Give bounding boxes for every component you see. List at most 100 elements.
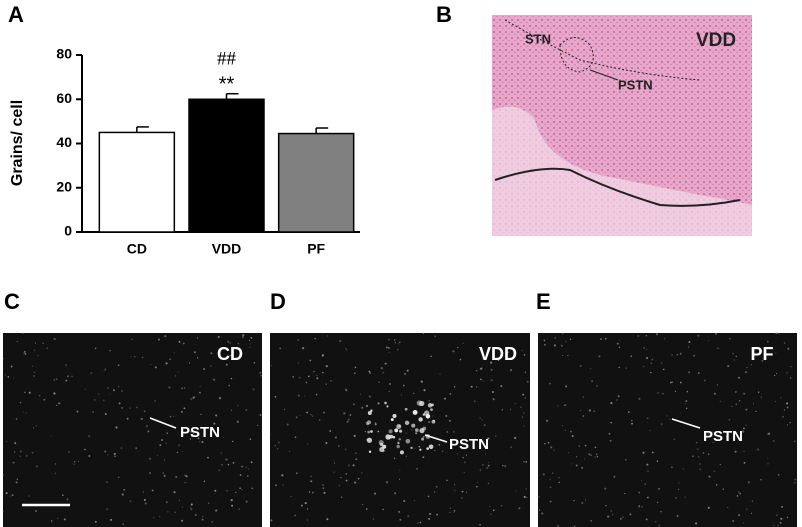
speckle	[184, 482, 186, 484]
speckle	[129, 407, 131, 409]
speckle	[188, 362, 190, 364]
speckle	[382, 508, 384, 511]
speckle	[121, 493, 124, 496]
speckle	[329, 430, 332, 432]
speckle	[510, 369, 513, 372]
speckle	[697, 448, 699, 450]
speckle	[487, 437, 490, 440]
speckle	[145, 425, 149, 428]
speckle	[557, 405, 559, 407]
speckle	[392, 414, 397, 419]
speckle	[660, 362, 663, 364]
speckle	[294, 436, 297, 438]
speckle	[399, 450, 404, 455]
speckle	[414, 447, 416, 449]
speckle	[318, 419, 321, 421]
speckle	[657, 392, 659, 394]
speckle	[750, 512, 753, 514]
speckle	[773, 524, 775, 526]
speckle	[310, 480, 312, 482]
speckle	[521, 349, 523, 351]
speckle	[121, 390, 123, 392]
speckle	[436, 513, 439, 516]
speckle	[596, 455, 599, 458]
speckle	[31, 365, 34, 367]
speckle	[374, 492, 377, 495]
x-tick-label: PF	[307, 241, 325, 257]
speckle	[413, 499, 416, 502]
speckle	[402, 384, 405, 387]
speckle	[94, 520, 97, 523]
speckle	[212, 378, 215, 381]
speckle	[646, 463, 649, 466]
speckle	[678, 482, 680, 484]
speckle	[164, 335, 167, 338]
speckle	[154, 366, 157, 369]
speckle	[461, 490, 464, 493]
speckle	[428, 444, 434, 450]
speckle	[250, 461, 253, 464]
speckle	[396, 424, 402, 430]
speckle	[33, 427, 35, 429]
speckle	[10, 365, 13, 368]
speckle	[490, 379, 493, 382]
speckle	[143, 498, 146, 502]
speckle	[191, 502, 193, 504]
speckle	[174, 511, 176, 514]
speckle	[693, 354, 696, 357]
speckle	[270, 519, 273, 522]
speckle	[14, 451, 16, 453]
speckle	[544, 344, 546, 346]
speckle	[165, 442, 167, 444]
speckle	[650, 362, 653, 364]
speckle	[716, 384, 718, 386]
speckle	[646, 348, 648, 351]
speckle	[207, 456, 209, 459]
speckle	[421, 437, 425, 441]
speckle	[412, 410, 418, 415]
speckle	[482, 380, 484, 382]
speckle	[794, 478, 797, 481]
speckle	[497, 359, 500, 362]
speckle	[569, 338, 572, 341]
speckle	[84, 388, 86, 390]
speckle	[479, 469, 481, 471]
speckle	[345, 347, 347, 350]
speckle	[504, 465, 507, 468]
speckle	[415, 432, 418, 435]
speckle	[259, 414, 262, 416]
speckle	[217, 335, 220, 339]
speckle	[644, 483, 646, 485]
speckle	[543, 339, 546, 342]
speckle	[230, 409, 233, 411]
speckle	[333, 462, 336, 464]
speckle	[622, 516, 624, 518]
speckle	[110, 518, 113, 521]
speckle	[714, 332, 717, 335]
speckle	[728, 418, 731, 421]
speckle	[313, 371, 315, 373]
y-tick-label: 0	[64, 223, 72, 239]
speckle	[651, 358, 654, 361]
speckle	[19, 450, 22, 453]
speckle	[378, 381, 380, 384]
speckle	[453, 386, 456, 388]
speckle	[443, 397, 446, 400]
speckle	[751, 350, 754, 353]
speckle	[778, 333, 780, 335]
speckle	[19, 455, 22, 458]
speckle	[220, 452, 222, 454]
speckle	[575, 456, 578, 458]
speckle	[200, 413, 202, 416]
speckle	[118, 385, 120, 388]
speckle	[113, 452, 116, 455]
speckle	[250, 336, 253, 339]
speckle	[772, 440, 775, 443]
speckle	[552, 472, 554, 474]
speckle	[564, 429, 566, 431]
speckle	[548, 382, 551, 385]
speckle	[774, 400, 777, 403]
speckle	[304, 502, 307, 505]
speckle	[107, 454, 109, 456]
speckle	[524, 397, 526, 399]
